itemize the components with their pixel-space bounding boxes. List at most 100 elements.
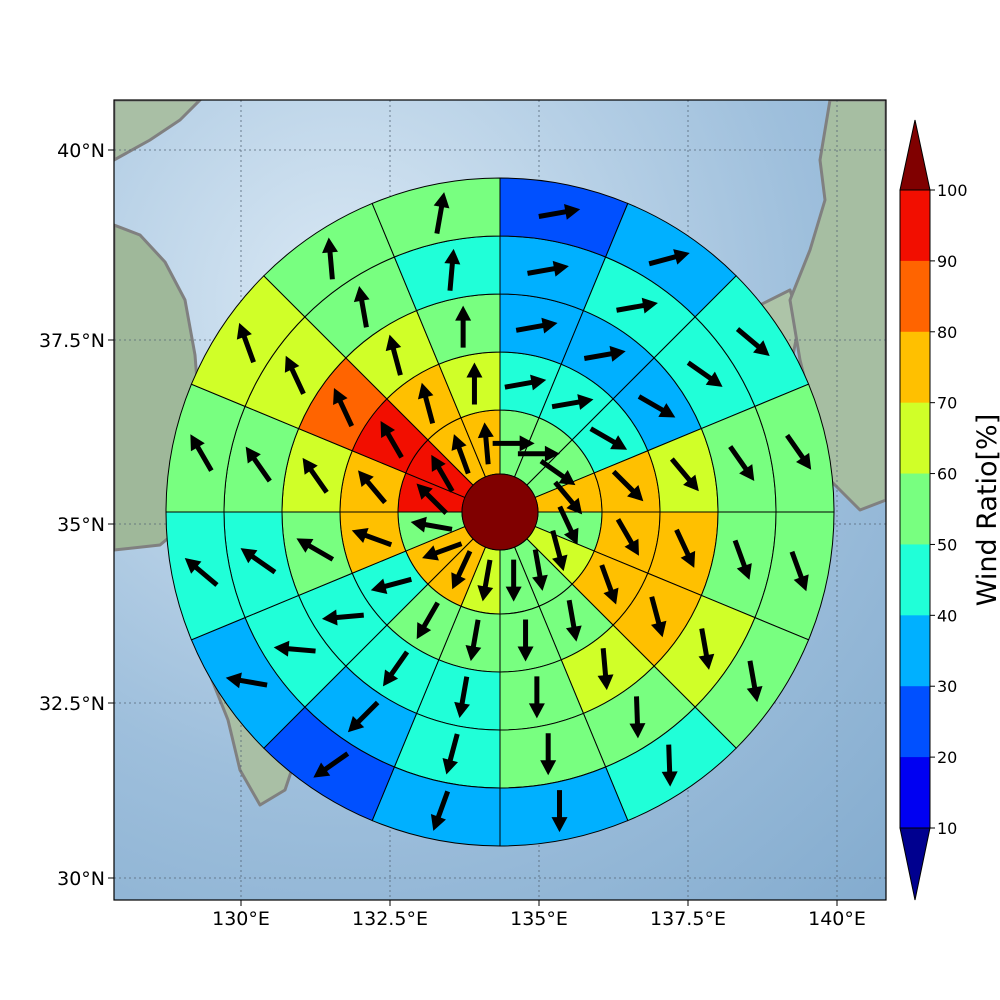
land-northwest bbox=[114, 100, 203, 162]
wind-arrow bbox=[451, 550, 473, 590]
wind-arrow bbox=[370, 576, 413, 595]
wind-arrow bbox=[698, 628, 715, 670]
y-tick-label: 37.5°N bbox=[39, 330, 105, 352]
wind-arrow bbox=[284, 355, 306, 395]
colorbar-tick-label: 60 bbox=[937, 465, 957, 484]
wind-arrow bbox=[416, 483, 448, 515]
wind-arrow bbox=[431, 454, 455, 493]
y-tick-label: 32.5°N bbox=[39, 693, 105, 715]
wind-arrow bbox=[240, 548, 277, 575]
center-cell bbox=[461, 473, 539, 551]
wind-arrow bbox=[433, 192, 450, 234]
wind-arrow bbox=[225, 672, 268, 689]
x-tick-label: 140°E bbox=[808, 908, 866, 930]
wind-arrow bbox=[321, 609, 364, 626]
wind-arrow bbox=[422, 541, 463, 561]
wind-arrow bbox=[674, 528, 696, 568]
wind-arrow bbox=[728, 445, 755, 482]
x-tick-label: 130°E bbox=[212, 908, 270, 930]
wind-arrow bbox=[732, 539, 752, 580]
wind-arrow bbox=[442, 733, 460, 775]
wind-arrow bbox=[353, 285, 370, 328]
colorbar-frame bbox=[899, 189, 931, 829]
wind-arrow bbox=[322, 237, 338, 280]
wind-arrow bbox=[532, 549, 548, 591]
polar-wind-grid bbox=[165, 177, 835, 847]
wind-arrow bbox=[589, 426, 628, 450]
colorbar-segment bbox=[900, 260, 930, 333]
wind-arrow bbox=[637, 394, 676, 418]
colorbar-tick-label: 30 bbox=[937, 677, 957, 696]
wind-arrow bbox=[669, 457, 699, 492]
wind-arrow bbox=[410, 516, 453, 533]
wind-arrow bbox=[517, 445, 560, 462]
wind-arrow bbox=[649, 596, 667, 638]
wind-arrow bbox=[430, 790, 451, 831]
wind-arrow bbox=[686, 360, 723, 387]
wind-arrow bbox=[492, 435, 535, 452]
colorbar-segment bbox=[900, 402, 930, 475]
wind-arrow bbox=[629, 696, 646, 739]
y-tick-label: 30°N bbox=[57, 868, 105, 890]
x-tick-label: 137.5°E bbox=[650, 908, 726, 930]
colorbar-tick-label: 10 bbox=[937, 819, 957, 838]
map-frame bbox=[113, 99, 887, 901]
wind-arrow bbox=[302, 457, 329, 494]
wind-arrow bbox=[785, 433, 812, 470]
colorbar-extend-min bbox=[899, 827, 931, 901]
colorbar-segment bbox=[900, 190, 930, 262]
colorbar-segment bbox=[900, 757, 930, 829]
wind-arrow bbox=[184, 558, 219, 587]
wind-arrow bbox=[313, 751, 350, 778]
wind-arrow bbox=[583, 345, 626, 362]
colorbar-segment bbox=[900, 686, 930, 758]
wind-arrow bbox=[477, 559, 494, 602]
wind-arrow bbox=[735, 327, 770, 357]
x-tick-label: 132.5°E bbox=[352, 908, 428, 930]
wind-arrow bbox=[236, 322, 256, 364]
grid-cell bbox=[371, 177, 501, 258]
wind-arrow bbox=[417, 382, 436, 425]
wind-arrow bbox=[351, 527, 393, 548]
wind-arrow bbox=[505, 559, 522, 602]
wind-arrow bbox=[385, 334, 403, 376]
wind-arrow bbox=[527, 260, 569, 277]
wind-arrow bbox=[465, 619, 482, 662]
wind-arrow bbox=[454, 676, 470, 719]
wind-arrow bbox=[515, 317, 558, 334]
wind-arrow bbox=[477, 422, 494, 465]
colorbar-segment bbox=[900, 615, 930, 687]
wind-arrows bbox=[184, 192, 812, 833]
wind-arrow bbox=[553, 480, 583, 515]
wind-arrow bbox=[296, 538, 335, 562]
wind-arrow bbox=[661, 744, 678, 787]
wind-arrow bbox=[565, 599, 582, 642]
colorbar-tick-label: 20 bbox=[937, 748, 957, 767]
y-tick-label: 40°N bbox=[57, 140, 105, 162]
wind-arrow bbox=[190, 434, 214, 472]
map-panel bbox=[114, 100, 886, 900]
wind-arrow bbox=[540, 733, 557, 776]
colorbar-tick-label: 40 bbox=[937, 606, 957, 625]
y-tick-label: 35°N bbox=[57, 514, 105, 536]
colorbar-extend-max bbox=[899, 119, 931, 191]
wind-arrow bbox=[528, 676, 545, 719]
wind-arrow bbox=[416, 601, 440, 640]
x-axis-ticks: 130°E 132.5°E 135°E 137.5°E 140°E bbox=[212, 900, 866, 930]
colorbar-segment bbox=[900, 473, 930, 545]
wind-arrow bbox=[616, 297, 658, 314]
wind-arrow bbox=[451, 434, 471, 475]
colorbar-segment bbox=[900, 544, 930, 616]
wind-arrow bbox=[597, 648, 614, 691]
wind-arrow bbox=[551, 790, 568, 833]
colorbar-label: Wind Ratio[%] bbox=[972, 414, 1000, 606]
wind-arrow bbox=[789, 550, 809, 592]
wind-arrow bbox=[557, 505, 579, 545]
colorbar-tick-label: 70 bbox=[937, 394, 957, 413]
wind-arrow bbox=[517, 619, 534, 662]
wind-arrow bbox=[611, 469, 644, 502]
wind-arrow bbox=[648, 249, 690, 267]
wind-arrow bbox=[273, 640, 316, 657]
wind-arrow bbox=[347, 700, 380, 733]
